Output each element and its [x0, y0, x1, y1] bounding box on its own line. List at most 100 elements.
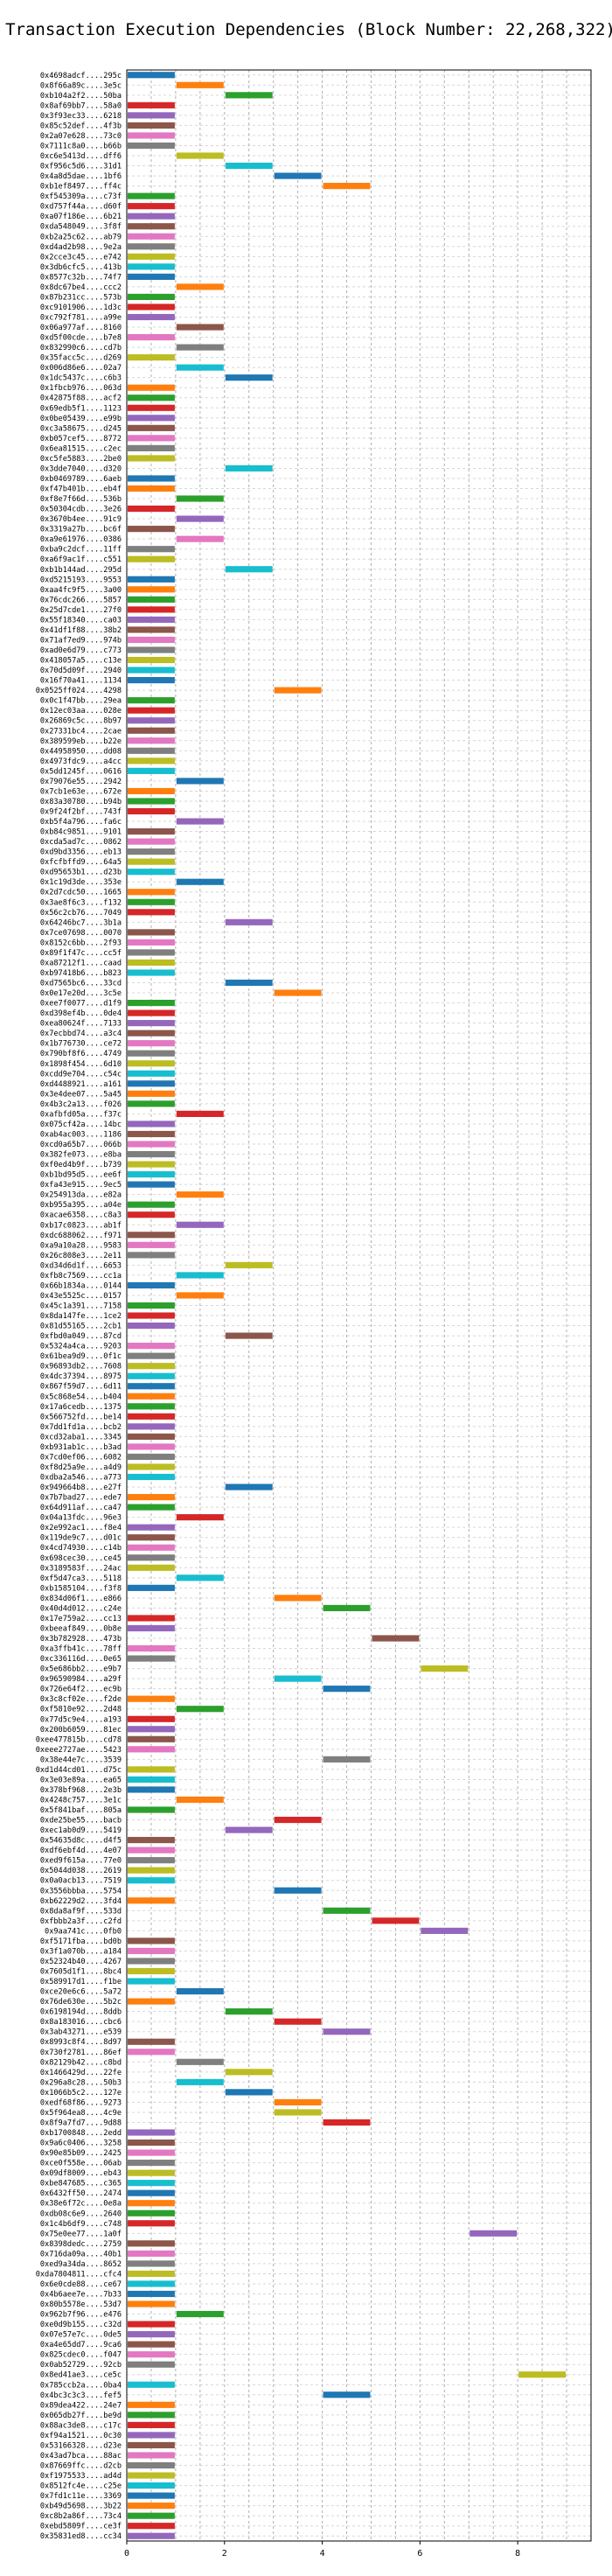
y-tick-label: 0x254913da....e82a [40, 1191, 122, 1200]
bar [128, 203, 175, 210]
y-tick-label: 0x4248c757....3e1c [40, 1797, 122, 1805]
y-tick-label: 0xb955a395....a04e [40, 1201, 122, 1210]
y-tick-label: 0x26c808e3....2e11 [40, 1252, 122, 1260]
y-tick-label: 0x9a6c0406....3258 [40, 2140, 122, 2148]
y-tick-label: 0x7ecbbd74....a3c4 [40, 1030, 122, 1038]
y-tick-label: 0x006d86e6....02a7 [40, 364, 122, 373]
bar [128, 2482, 175, 2489]
bar [128, 1534, 175, 1541]
y-tick-label: 0x8398dedc....2759 [40, 2240, 122, 2249]
y-tick-label: 0x7ce07698....0070 [40, 929, 122, 938]
y-tick-label: 0x296a8c28....50b3 [40, 2078, 122, 2087]
bar [469, 2230, 518, 2237]
y-tick-label: 0xb931ab1c....b3ad [40, 1443, 122, 1452]
bar [225, 162, 273, 170]
y-tick-label: 0x5f964ea8....4c9e [40, 2109, 122, 2118]
y-tick-label: 0xb0469789....6aeb [40, 475, 122, 484]
y-tick-label: 0xc3a58675....d245 [40, 424, 122, 433]
bar [128, 2532, 175, 2539]
bar [128, 2049, 175, 2056]
bar [128, 969, 175, 976]
y-tick-label: 0x1898f454....6d10 [40, 1060, 122, 1069]
bar [128, 1040, 175, 1047]
bar [176, 1110, 224, 1117]
y-tick-label: 0x8512fc4e....c25e [40, 2482, 122, 2491]
y-tick-label: 0x8152c6bb....2f93 [40, 939, 122, 947]
bar [128, 2209, 175, 2216]
bar [128, 757, 175, 764]
bar [128, 959, 175, 967]
y-tick-label: 0xf47b401b....eb4f [40, 485, 122, 494]
y-tick-label: 0xc9101906....1d3c [40, 304, 122, 312]
bar [323, 2119, 371, 2126]
y-tick-label: 0x66b1834a....0144 [40, 1281, 122, 1290]
bar [128, 1120, 175, 1127]
bar [176, 1706, 224, 1713]
y-tick-label: 0xd5215193....9553 [40, 576, 122, 584]
y-tick-label: 0x1c4b6df9....c748 [40, 2220, 122, 2229]
y-tick-label: 0xa3ffb41c....78ff [40, 1645, 122, 1654]
bar [128, 616, 175, 623]
y-tick-label: 0x16f70a41....1134 [40, 677, 122, 686]
bar [176, 152, 224, 159]
bar [176, 515, 224, 522]
y-tick-label: 0xf5810e92....2d48 [40, 1706, 122, 1714]
y-tick-label: 0xc8b2a86f....73c4 [40, 2512, 122, 2521]
bar [128, 1281, 175, 1289]
y-tick-label: 0xf545309a....c73f [40, 192, 122, 201]
y-tick-label: 0x3556bbba....5754 [40, 1887, 122, 1895]
y-tick-label: 0x119de9c7....d01c [40, 1534, 122, 1543]
bar [128, 1009, 175, 1016]
bar [176, 535, 224, 542]
bar [128, 1352, 175, 1359]
bar [176, 2058, 224, 2065]
y-tick-label: 0xbe847685....c365 [40, 2180, 122, 2189]
y-tick-label: 0x07e57e7c....0de5 [40, 2331, 122, 2340]
bar [225, 2089, 273, 2096]
y-tick-label: 0x54635d8c....d4f5 [40, 1837, 122, 1846]
y-tick-label: 0xfcfbffd9....64a5 [40, 858, 122, 867]
y-tick-label: 0x698cec30....ce45 [40, 1554, 122, 1563]
bar [128, 273, 175, 280]
bar [128, 2280, 175, 2287]
y-tick-label: 0x89f1f47c....cc5f [40, 949, 122, 958]
plot-frame [126, 69, 592, 2542]
bar [128, 2321, 175, 2328]
y-tick-label: 0x7fd1c11e....3369 [40, 2492, 122, 2501]
y-tick-label: 0xd7565bc6....33cd [40, 980, 122, 988]
bar [128, 506, 175, 513]
bar [225, 1826, 273, 1833]
bar [128, 737, 175, 744]
bar [128, 142, 175, 150]
bar [128, 2412, 175, 2419]
y-tick-label: 0x0c1f47bb....29ea [40, 697, 122, 706]
bar [128, 485, 175, 492]
bar [128, 404, 175, 411]
bar [128, 112, 175, 119]
bar [128, 1413, 175, 1420]
bar [128, 858, 175, 865]
bar [128, 415, 175, 422]
bar [128, 2492, 175, 2499]
y-tick-label: 0xd95653b1....d23b [40, 869, 122, 877]
y-tick-label: 0x35facc5c....d269 [40, 354, 122, 363]
y-tick-label: 0x867f59d7....6d11 [40, 1383, 122, 1392]
y-tick-label: 0x1dc5437c....c6b3 [40, 374, 122, 383]
y-tick-label: 0xfb8c7569....cc1a [40, 1272, 122, 1281]
bar [128, 697, 175, 704]
bar [323, 1907, 371, 1914]
bar [128, 354, 175, 361]
bar [128, 1867, 175, 1874]
y-tick-label: 0xee7f0077....d1f9 [40, 1000, 122, 1009]
bar [128, 2160, 175, 2167]
y-tick-label: 0xab4ac003....1186 [40, 1130, 122, 1139]
bar [128, 424, 175, 431]
bar [128, 2331, 175, 2338]
x-tick-labels: 0 2 4 6 8 [124, 2549, 520, 2559]
bar [128, 1473, 175, 1481]
y-tick-label: 0x7cd0ef06....6082 [40, 1453, 122, 1462]
y-tick-label: 0x76de630e....5b2c [40, 1998, 122, 2007]
bar [128, 1383, 175, 1390]
